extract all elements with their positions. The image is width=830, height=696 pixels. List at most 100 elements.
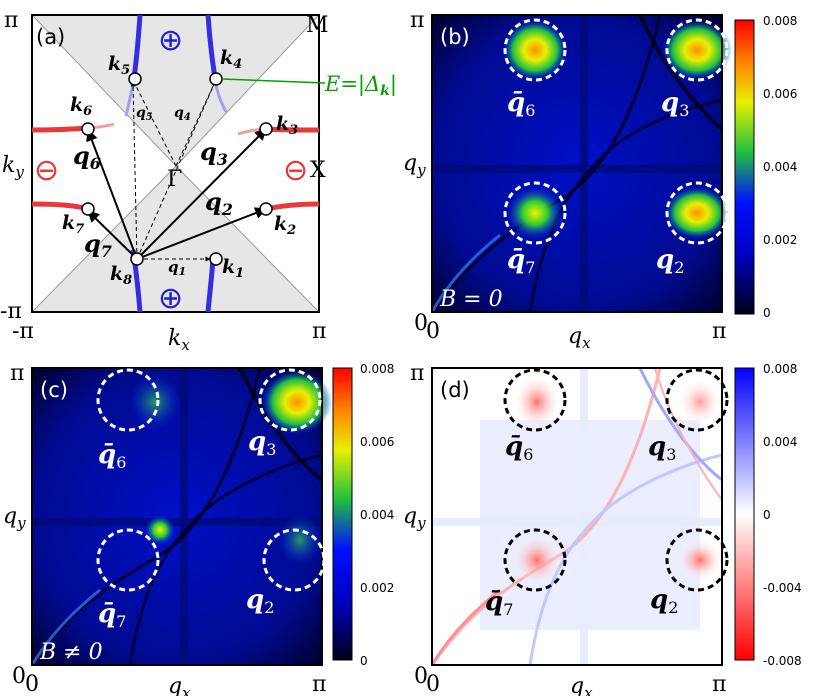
q1-label: q1 [168, 258, 186, 278]
b-q2-label: q2 [656, 245, 684, 277]
a-bottom-neg-pi: -π [0, 299, 22, 324]
c-q6-label: q̄6 [98, 440, 126, 472]
plus-bottom: ⊕ [158, 281, 183, 316]
c-ylabel: qy [3, 504, 26, 532]
b-ring-q2 [665, 181, 729, 245]
b-ylabel: qy [403, 151, 426, 179]
panel-d-tag: (d) [440, 378, 470, 402]
d-ylabel: qy [403, 504, 426, 532]
k8-point [130, 252, 144, 266]
b-ring-q7 [503, 181, 567, 245]
d-cb-tick-3: -0.004 [763, 581, 802, 595]
d-ring-q7 [503, 528, 567, 592]
c-cb-tick-3: 0.002 [360, 581, 394, 595]
c-q3-label: q3 [248, 427, 276, 459]
d-q3-label: q3 [648, 432, 676, 464]
d-q6-label: q̄6 [505, 432, 533, 464]
d-ring-q2 [665, 528, 729, 592]
a-top-pi: π [4, 8, 18, 33]
c-xlabel: qx [168, 674, 191, 696]
b-cb-tick-2: 0.004 [763, 160, 797, 174]
k3-point [259, 122, 273, 136]
c-cb-tick-1: 0.006 [360, 435, 394, 449]
panel-b-field: B = 0 [439, 287, 503, 312]
d-cb-tick-1: 0.004 [763, 435, 797, 449]
d-y-zero: 0 [414, 664, 428, 689]
k3-label: k3 [276, 113, 298, 138]
b-q3-label: q3 [661, 88, 689, 120]
d-q7-label: q̄7 [485, 587, 513, 619]
k1-point [209, 252, 223, 266]
d-ring-q3 [665, 368, 729, 432]
q7-arrow [87, 210, 138, 260]
d-cb-tick-0: 0.008 [763, 362, 797, 376]
k1-label: k1 [222, 256, 244, 281]
k5-label: k5 [108, 53, 130, 78]
panel-c-frame [31, 367, 323, 666]
b-q7-label: q̄7 [507, 245, 535, 277]
b-xlabel: qx [568, 324, 591, 352]
b-cb-tick-0: 0.008 [763, 14, 797, 28]
q6-label: q6 [73, 141, 101, 173]
k6-label: k6 [70, 94, 92, 119]
c-q2-label: q2 [246, 585, 274, 617]
c-y-zero: 0 [12, 664, 26, 689]
panel-c-field: B ≠ 0 [39, 640, 103, 665]
c-colorbar [332, 367, 353, 661]
b-y-pi: π [410, 8, 424, 33]
c-cb-tick-2: 0.004 [360, 508, 394, 522]
k7-label: k7 [62, 212, 84, 237]
c-x-pi: π [312, 672, 326, 696]
q5-label: q5 [136, 105, 153, 123]
k4-label: k4 [220, 47, 242, 72]
q7-label: q7 [84, 229, 112, 261]
k2-point [259, 202, 273, 216]
d-q2-label: q2 [650, 585, 678, 617]
c-cb-tick-4: 0 [360, 654, 368, 668]
d-x-zero: 0 [426, 672, 440, 696]
a-x-neg-pi: -π [12, 319, 34, 344]
q4-label: q4 [174, 105, 191, 123]
energy-label: E=|Δk| [324, 72, 397, 99]
a-x-pi: π [312, 319, 326, 344]
k6-point [81, 122, 95, 136]
gamma-label: Γ [167, 167, 182, 192]
c-ring-q2 [262, 528, 326, 592]
minus-left: ⊖ [34, 153, 59, 188]
a-xlabel: kx [168, 326, 190, 354]
k8-label: k8 [110, 263, 132, 288]
d-cb-tick-2: 0 [763, 508, 771, 522]
q2-arrow [136, 207, 268, 260]
q3-arrow [136, 128, 267, 260]
b-x-pi: π [712, 319, 726, 344]
b-cb-tick-1: 0.006 [763, 87, 797, 101]
q2-label: q2 [205, 187, 233, 219]
b-cb-tick-4: 0 [763, 306, 771, 320]
d-colorbar [734, 367, 755, 661]
d-y-pi: π [410, 361, 424, 386]
a-ylabel: ky [2, 153, 24, 181]
b-ring-q6 [503, 18, 567, 82]
k5-point [128, 72, 142, 86]
corner-X-label: X [310, 158, 326, 183]
d-ring-q6 [503, 368, 567, 432]
k7-point [81, 202, 95, 216]
panel-c-tag: (c) [40, 378, 68, 402]
c-y-pi: π [10, 361, 24, 386]
panel-b-tag: (b) [440, 25, 470, 49]
d-cb-tick-4: -0.008 [763, 654, 802, 668]
minus-right: ⊖ [283, 153, 308, 188]
b-colorbar [734, 19, 755, 315]
c-x-zero: 0 [25, 672, 39, 696]
c-ring-q3 [258, 368, 322, 432]
panel-b: (b) B = 0 q̄6 q3 q̄7 q2 π 0 0 π qx qy 0.… [403, 8, 797, 352]
b-q6-label: q̄6 [507, 88, 535, 120]
fermi-red-left-top [31, 125, 89, 133]
panel-a: k1 k2 k3 k4 k5 k6 k7 k8 q1 q2 q3 q4 q5 q… [0, 8, 397, 354]
b-cb-tick-3: 0.002 [763, 233, 797, 247]
panel-d: (d) q̄6 q3 q̄7 q2 π 0 0 π qx qy 0.008 0.… [403, 361, 802, 696]
k2-label: k2 [274, 213, 296, 238]
panel-d-frame [431, 367, 723, 666]
panel-b-frame [431, 14, 723, 313]
